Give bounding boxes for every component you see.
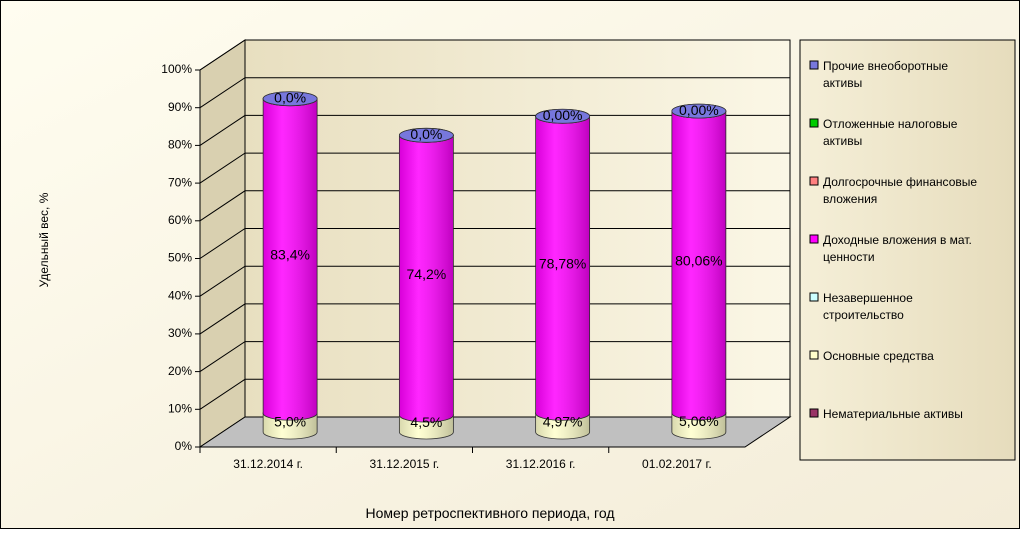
legend-swatch (809, 60, 819, 70)
value-label: 78,78% (539, 255, 586, 271)
grid-line (199, 265, 790, 297)
y-tick-label: 100% (161, 62, 192, 76)
y-tick-label: 80% (168, 138, 192, 152)
grid-line (199, 152, 790, 184)
legend-swatch (809, 118, 819, 128)
cylinder-segment (262, 91, 318, 421)
grid-line (199, 341, 790, 373)
value-label: 5,0% (274, 413, 306, 429)
value-label: 4,5% (410, 414, 442, 430)
grid-line (199, 39, 790, 71)
x-tick-label: 31.12.2015 г. (370, 457, 440, 471)
value-label: 4,97% (543, 413, 583, 429)
grid-line (199, 114, 790, 146)
grid-line (199, 303, 790, 335)
legend-swatch (809, 292, 819, 302)
cylinder-segment (398, 127, 454, 143)
floor (198, 416, 792, 448)
legend-swatch (809, 176, 819, 186)
y-tick-label: 40% (168, 288, 192, 302)
cylinder-segment (398, 127, 454, 423)
value-label: 0,0% (274, 89, 306, 105)
value-label: 80,06% (675, 253, 722, 269)
y-tick-label: 10% (168, 401, 192, 415)
y-tick-label: 60% (168, 213, 192, 227)
grid-line (199, 77, 790, 109)
cylinder-segment (535, 108, 591, 124)
segment-shade (399, 135, 454, 423)
grid-line (199, 228, 790, 259)
value-label: 83,4% (270, 247, 310, 263)
legend-label: Долгосрочные финансовые вложения (823, 175, 977, 206)
segment-shade (263, 98, 318, 421)
y-tick-label: 20% (168, 364, 192, 378)
cylinder-segment (262, 91, 318, 107)
segment-top (535, 108, 591, 124)
x-tick-label: 31.12.2014 г. (233, 457, 303, 471)
grid-line (199, 190, 790, 222)
legend-swatch (809, 234, 819, 244)
cylinder-segment (535, 108, 591, 421)
x-axis-title: Номер ретроспективного периода, год (365, 505, 614, 521)
value-label: 74,2% (407, 266, 447, 282)
legend-swatch (809, 408, 819, 418)
value-label: 0,00% (679, 102, 719, 118)
x-tick-label: 31.12.2016 г. (506, 457, 576, 471)
segment-top (671, 103, 727, 119)
y-tick-label: 50% (168, 251, 192, 265)
value-label: 5,06% (679, 413, 719, 429)
y-tick-label: 70% (168, 175, 192, 189)
legend-label: Отложенные налоговые активы (823, 117, 958, 148)
y-tick-label: 30% (168, 326, 192, 340)
legend-box (799, 39, 1016, 461)
segment-shade (535, 116, 590, 421)
x-tick-label: 01.02.2017 г. (642, 457, 712, 471)
segment-top (398, 127, 454, 143)
legend-swatch (809, 350, 819, 360)
legend-label: Прочие внеоборотные активы (823, 59, 948, 90)
y-tick-label: 90% (168, 100, 192, 114)
y-axis-title: Удельный вес, % (37, 192, 51, 287)
legend-label: Основные средства (823, 349, 934, 363)
legend-label: Незавершенное строительство (823, 291, 913, 322)
segment-top (262, 91, 318, 107)
y-tick-label: 0% (175, 439, 193, 453)
cylinder-segment (671, 103, 727, 119)
value-label: 0,0% (410, 126, 442, 142)
legend-label: Нематериальные активы (823, 407, 963, 421)
grid-line (199, 378, 790, 410)
value-label: 0,00% (543, 107, 583, 123)
legend-label: Доходные вложения в мат. ценности (823, 233, 972, 264)
segment-shade (671, 412, 726, 439)
segment-shade (671, 111, 726, 420)
